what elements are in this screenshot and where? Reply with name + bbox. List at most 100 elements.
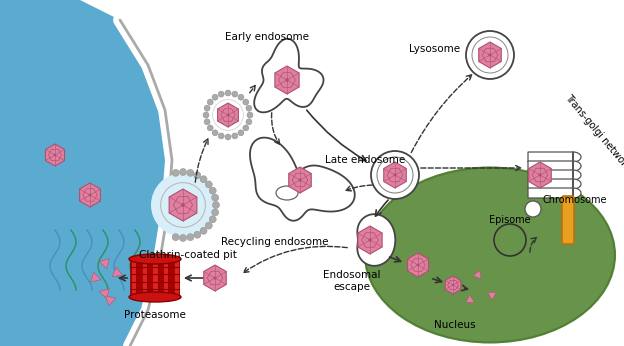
Bar (173, 259, 179, 297)
Circle shape (525, 201, 541, 217)
Circle shape (285, 78, 289, 82)
Circle shape (200, 227, 207, 234)
Circle shape (298, 179, 301, 182)
Polygon shape (218, 103, 238, 127)
Polygon shape (384, 162, 406, 188)
Polygon shape (289, 167, 311, 193)
Circle shape (218, 133, 224, 139)
Circle shape (394, 173, 397, 176)
Circle shape (213, 276, 217, 280)
Circle shape (539, 173, 542, 176)
Circle shape (207, 99, 213, 105)
Circle shape (417, 264, 419, 266)
Circle shape (207, 125, 213, 131)
Polygon shape (207, 271, 223, 285)
Circle shape (213, 100, 243, 130)
Polygon shape (529, 162, 551, 188)
Text: Late endosome: Late endosome (325, 155, 405, 165)
Polygon shape (99, 289, 109, 299)
Text: Trans-golgi network: Trans-golgi network (563, 92, 624, 172)
Circle shape (89, 193, 92, 197)
Circle shape (452, 284, 454, 286)
Circle shape (209, 216, 217, 223)
Circle shape (246, 105, 252, 111)
Circle shape (377, 157, 413, 193)
Bar (168, 259, 173, 297)
Polygon shape (388, 168, 403, 182)
Circle shape (54, 154, 56, 156)
Circle shape (212, 209, 218, 216)
Text: Recycling endosome: Recycling endosome (222, 237, 329, 247)
Polygon shape (473, 270, 481, 279)
Circle shape (206, 93, 250, 137)
Polygon shape (83, 189, 97, 201)
Polygon shape (528, 161, 581, 171)
Bar (163, 259, 168, 297)
Circle shape (227, 113, 230, 117)
Circle shape (212, 94, 218, 100)
Bar (158, 259, 163, 297)
Circle shape (247, 112, 253, 118)
Polygon shape (169, 189, 197, 221)
Polygon shape (361, 233, 378, 247)
Circle shape (212, 194, 218, 201)
Polygon shape (292, 173, 308, 187)
Text: Episome: Episome (489, 215, 531, 225)
Polygon shape (358, 214, 395, 266)
Polygon shape (99, 259, 109, 269)
Ellipse shape (129, 254, 181, 264)
Polygon shape (488, 292, 496, 300)
Circle shape (194, 172, 201, 179)
Circle shape (204, 105, 210, 111)
Circle shape (204, 119, 210, 125)
Polygon shape (46, 144, 64, 166)
Circle shape (243, 99, 249, 105)
Circle shape (187, 169, 194, 176)
Circle shape (212, 130, 218, 136)
Bar (136, 259, 142, 297)
Text: Clathrin-coated pit: Clathrin-coated pit (139, 250, 237, 260)
Text: Lysosome: Lysosome (409, 44, 460, 54)
Polygon shape (445, 276, 461, 294)
Polygon shape (221, 109, 235, 121)
Circle shape (218, 91, 224, 97)
Polygon shape (528, 170, 581, 180)
Text: Proteasome: Proteasome (124, 310, 186, 320)
Circle shape (371, 151, 419, 199)
Bar (131, 259, 136, 297)
Circle shape (181, 203, 185, 207)
Text: Nucleus: Nucleus (434, 320, 476, 330)
Circle shape (238, 130, 244, 136)
Polygon shape (250, 138, 355, 221)
Circle shape (225, 90, 231, 96)
Circle shape (472, 37, 508, 73)
Circle shape (180, 169, 187, 175)
Polygon shape (528, 188, 581, 198)
Circle shape (232, 133, 238, 139)
Ellipse shape (276, 186, 298, 200)
Circle shape (180, 235, 187, 242)
Circle shape (151, 173, 215, 237)
Polygon shape (112, 267, 122, 277)
Polygon shape (173, 197, 193, 213)
Polygon shape (49, 149, 62, 161)
Circle shape (232, 91, 238, 97)
Text: Endosomal
escape: Endosomal escape (323, 270, 381, 292)
Circle shape (225, 134, 231, 140)
Bar (142, 259, 147, 297)
Circle shape (368, 238, 372, 242)
Bar (131, 259, 179, 297)
Polygon shape (466, 295, 474, 303)
Polygon shape (254, 39, 323, 112)
Circle shape (209, 187, 217, 194)
Text: Chromosome: Chromosome (543, 195, 607, 205)
Polygon shape (105, 296, 115, 306)
Polygon shape (407, 253, 429, 277)
Circle shape (203, 112, 209, 118)
Polygon shape (482, 48, 498, 62)
Polygon shape (528, 179, 581, 189)
Bar (147, 259, 152, 297)
Ellipse shape (129, 292, 181, 302)
Circle shape (466, 31, 514, 79)
Ellipse shape (365, 167, 615, 343)
